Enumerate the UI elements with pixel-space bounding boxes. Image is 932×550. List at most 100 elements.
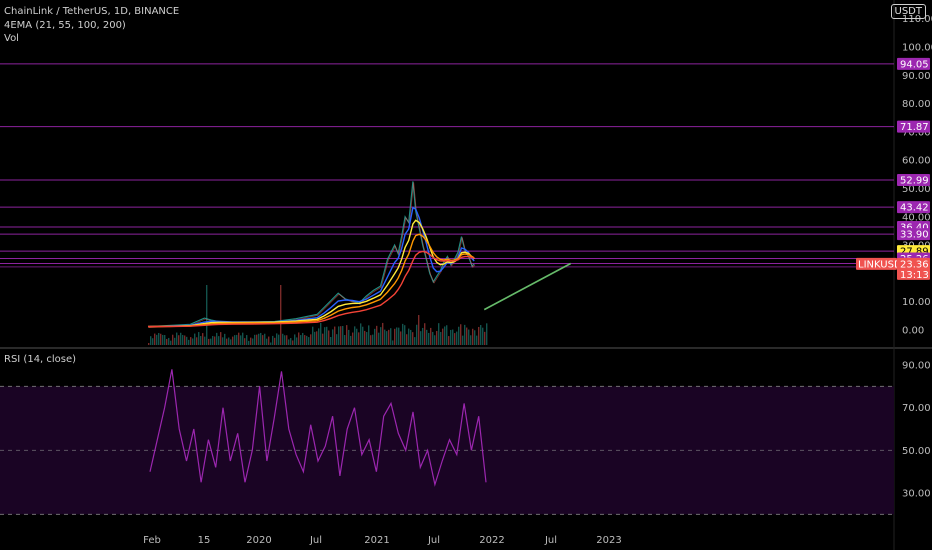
volume-bar xyxy=(412,332,414,345)
volume-bar xyxy=(466,327,468,345)
volume-bar xyxy=(368,325,370,345)
volume-bar xyxy=(352,332,354,345)
volume-bar xyxy=(244,338,246,345)
volume-bar xyxy=(366,332,368,345)
volume-bar xyxy=(480,324,482,345)
volume-bar xyxy=(348,329,350,345)
volume-bar xyxy=(150,336,152,345)
volume-bar xyxy=(374,328,376,345)
volume-bars xyxy=(148,285,488,345)
volume-bar xyxy=(218,336,220,345)
volume-bar xyxy=(292,340,294,345)
volume-bar xyxy=(162,334,164,345)
volume-bar xyxy=(280,285,282,345)
ema-indicator-label[interactable]: 4EMA (21, 55, 100, 200) xyxy=(4,20,126,31)
volume-bar xyxy=(310,334,312,345)
volume-bar xyxy=(184,335,186,345)
volume-bar xyxy=(354,326,356,345)
volume-bar xyxy=(158,333,160,345)
volume-bar xyxy=(452,329,454,345)
volume-bar xyxy=(326,326,328,345)
time-axis-label: 15 xyxy=(198,535,211,546)
volume-bar xyxy=(340,326,342,345)
rsi-panel-title[interactable]: RSI (14, close) xyxy=(4,354,77,365)
volume-bar xyxy=(356,328,358,345)
chart-title: ChainLink / TetherUS, 1D, BINANCE xyxy=(4,6,180,17)
volume-bar xyxy=(324,327,326,345)
volume-bar xyxy=(240,335,242,345)
volume-bar xyxy=(428,332,430,345)
volume-label[interactable]: Vol xyxy=(4,33,19,44)
volume-bar xyxy=(202,333,204,345)
volume-bar xyxy=(328,330,330,345)
ema100-line[interactable] xyxy=(147,233,475,328)
time-axis-label: Jul xyxy=(309,535,322,546)
volume-bar xyxy=(290,338,292,345)
volume-bar xyxy=(338,326,340,345)
volume-bar xyxy=(438,323,440,345)
volume-bar xyxy=(442,328,444,345)
volume-bar xyxy=(482,327,484,345)
volume-bar xyxy=(376,325,378,345)
currency-selector[interactable]: USDT xyxy=(890,4,926,19)
rsi-tick-label: 30.00 xyxy=(902,489,931,500)
volume-bar xyxy=(190,337,192,345)
price-tick-label: 60.00 xyxy=(902,156,931,167)
volume-bar xyxy=(414,337,416,345)
volume-bar xyxy=(232,336,234,345)
badge-background xyxy=(897,57,930,70)
rsi-tick-label: 90.00 xyxy=(902,361,931,372)
price-level-badge: 33.90 xyxy=(897,228,930,241)
volume-bar xyxy=(476,335,478,345)
volume-bar xyxy=(332,329,334,345)
trendline[interactable] xyxy=(483,262,572,311)
rsi-tick-label: 70.00 xyxy=(902,403,931,414)
price-tick-label: 70.00 xyxy=(902,127,931,138)
volume-bar xyxy=(166,338,168,345)
volume-bar xyxy=(194,333,196,345)
volume-bar xyxy=(242,332,244,345)
volume-bar xyxy=(396,327,398,345)
badge-background xyxy=(897,201,930,214)
volume-bar xyxy=(200,336,202,345)
volume-bar xyxy=(178,335,180,345)
symbol-badge xyxy=(856,257,897,270)
volume-bar xyxy=(426,329,428,345)
price-line-shadow xyxy=(148,182,476,328)
volume-bar xyxy=(350,335,352,345)
time-axis-label: Jul xyxy=(427,535,440,546)
volume-bar xyxy=(230,339,232,345)
rsi-line[interactable] xyxy=(149,369,487,487)
volume-bar xyxy=(382,322,384,345)
volume-bar xyxy=(344,335,346,345)
volume-bar xyxy=(360,323,362,345)
volume-bar xyxy=(224,333,226,345)
ema55-line[interactable] xyxy=(147,219,475,328)
price-badge-bg xyxy=(897,257,930,280)
ema200-line[interactable] xyxy=(147,250,475,328)
volume-bar xyxy=(204,336,206,345)
volume-bar xyxy=(210,338,212,345)
volume-bar xyxy=(302,332,304,345)
volume-bar xyxy=(226,338,228,345)
price-level-badge: 71.87 xyxy=(897,120,930,133)
volume-bar xyxy=(278,334,280,345)
volume-bar xyxy=(378,332,380,345)
volume-bar xyxy=(148,343,150,345)
volume-bar xyxy=(170,340,172,345)
badge-value: 43.42 xyxy=(900,203,929,214)
volume-bar xyxy=(422,327,424,345)
volume-bar xyxy=(300,335,302,345)
volume-bar xyxy=(436,330,438,345)
volume-bar xyxy=(334,326,336,345)
volume-bar xyxy=(238,332,240,345)
price-tick-label: 10.00 xyxy=(902,297,931,308)
time-axis-label: Jul xyxy=(544,535,557,546)
volume-bar xyxy=(346,325,348,345)
price-tick-label: 100.00 xyxy=(902,43,932,54)
volume-bar xyxy=(314,331,316,345)
volume-bar xyxy=(434,335,436,345)
price-level-badge: 43.42 xyxy=(897,201,930,214)
